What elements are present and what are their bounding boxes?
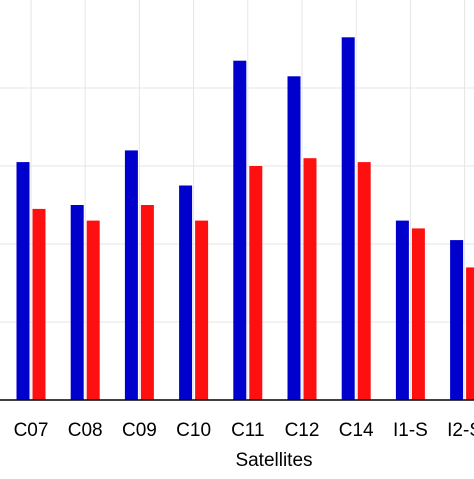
- x-tick-label: C12: [285, 420, 320, 441]
- x-tick-label: C14: [339, 420, 374, 441]
- bar-series-1-i2-s: [450, 240, 463, 400]
- bar-series-1-c08: [71, 205, 84, 400]
- x-tick-label: C07: [14, 420, 49, 441]
- bar-series-2-c14: [358, 162, 371, 400]
- bar-series-1-c10: [179, 186, 192, 401]
- bar-series-2-c07: [33, 209, 46, 400]
- x-tick-label: I2-S: [447, 420, 474, 441]
- bar-series-2-i2-s: [466, 267, 474, 400]
- bar-series-2-c12: [304, 158, 317, 400]
- bar-series-1-c14: [342, 37, 355, 400]
- x-tick-labels: C07 C08 C09 C10 C11 C12 C14 I1-S I2-S: [14, 420, 474, 441]
- x-tick-label: C08: [68, 420, 103, 441]
- x-axis-title: Satellites: [235, 450, 312, 471]
- bar-series-2-c10: [195, 221, 208, 400]
- bar-series-1-i1-s: [396, 221, 409, 400]
- bar-series-1-c11: [233, 61, 246, 400]
- x-tick-label: C10: [176, 420, 211, 441]
- x-tick-label: C11: [231, 420, 264, 441]
- bar-series-2-i1-s: [412, 228, 425, 400]
- bar-series-2-c11: [249, 166, 262, 400]
- bar-series-2-c08: [87, 221, 100, 400]
- bar-series-1-c09: [125, 150, 138, 400]
- bar-series-1-c07: [17, 162, 30, 400]
- bar-series-2-c09: [141, 205, 154, 400]
- x-tick-label: C09: [122, 420, 157, 441]
- x-tick-label: I1-S: [393, 420, 428, 441]
- bar-series-1-c12: [288, 76, 301, 400]
